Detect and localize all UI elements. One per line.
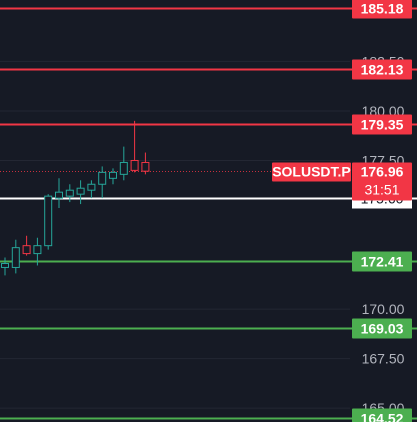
current-price-badge bbox=[352, 162, 412, 201]
bullish-candle bbox=[87, 183, 96, 191]
price-tick-label: 167.50 bbox=[362, 351, 405, 367]
bullish-candle bbox=[11, 247, 20, 268]
price-labels: 185.18182.13179.35175.60172.41169.03164.… bbox=[272, 0, 412, 422]
resistance-price-label: 185.18 bbox=[361, 1, 404, 17]
resistance-price-label: 179.35 bbox=[361, 117, 404, 133]
bullish-candle bbox=[119, 161, 128, 175]
bullish-candle bbox=[55, 191, 63, 199]
support-price-label: 172.41 bbox=[361, 254, 404, 270]
resistance-price-badge bbox=[352, 114, 412, 135]
support-price-badge bbox=[352, 408, 412, 422]
symbol-label: SOLUSDT.P bbox=[272, 164, 351, 180]
support-price-label: 164.52 bbox=[361, 411, 404, 422]
bearish-candle bbox=[22, 245, 31, 255]
resistance-price-badge bbox=[352, 0, 412, 19]
support-price-badge bbox=[352, 251, 412, 272]
bullish-candle bbox=[109, 171, 117, 179]
grid bbox=[0, 60, 350, 409]
symbol-badge bbox=[272, 162, 351, 182]
bullish-candle bbox=[1, 263, 9, 268]
resistance-price-badge bbox=[352, 59, 412, 80]
price-tick-label: 170.00 bbox=[362, 301, 405, 317]
bullish-candle bbox=[76, 187, 85, 195]
bullish-candle bbox=[98, 171, 107, 185]
support-price-badge bbox=[352, 318, 412, 339]
bullish-candle bbox=[33, 245, 42, 255]
bearish-candle bbox=[141, 161, 150, 172]
support-price-label: 169.03 bbox=[361, 321, 404, 337]
candles bbox=[1, 120, 150, 276]
bullish-candle bbox=[65, 189, 74, 197]
current-price-label: 176.96 bbox=[361, 164, 404, 180]
resistance-price-label: 182.13 bbox=[361, 62, 404, 78]
bearish-candle bbox=[130, 159, 139, 171]
bullish-candle bbox=[44, 195, 53, 247]
bar-countdown-label: 31:51 bbox=[364, 182, 399, 198]
